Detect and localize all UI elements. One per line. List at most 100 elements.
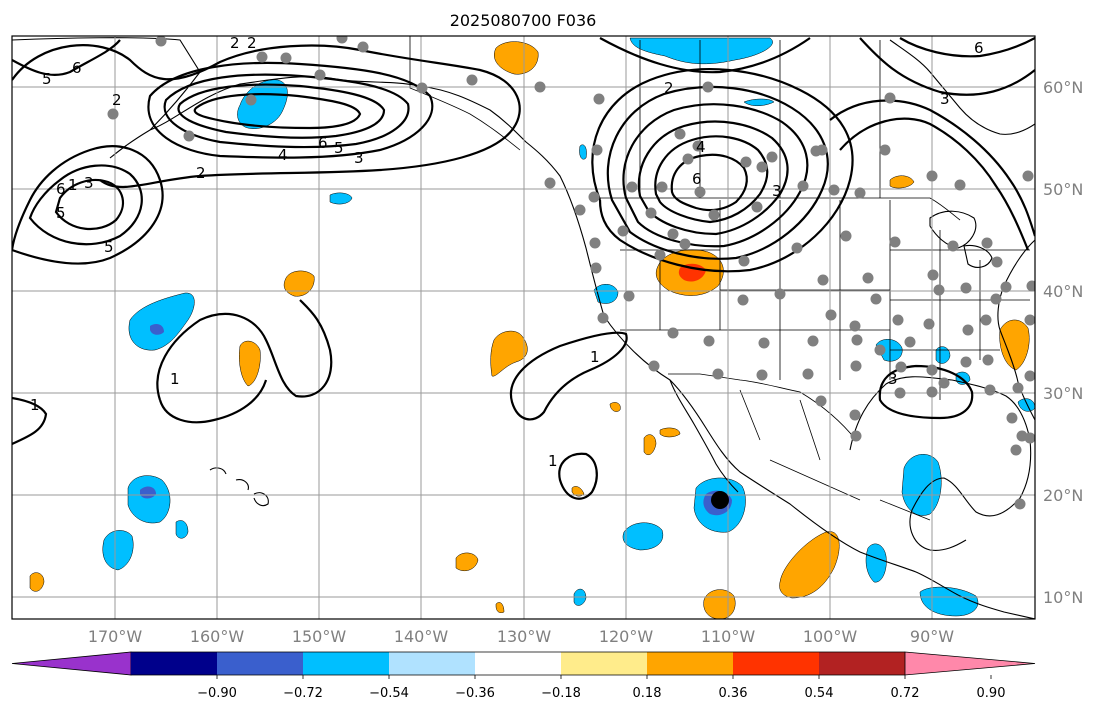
lon-label: 150°W	[292, 627, 347, 646]
pos-area-bc-coast	[494, 41, 539, 75]
station-marker	[926, 170, 938, 182]
contour-1-west	[12, 396, 48, 446]
colorbar-tick-label: −0.90	[197, 686, 237, 701]
station-marker	[708, 209, 720, 221]
contour-ne-3	[859, 37, 1035, 96]
colorbar-segment	[561, 652, 648, 675]
station-marker	[667, 228, 679, 240]
colorbar-tick-label: −0.36	[455, 686, 495, 701]
coast-hawaii	[209, 467, 269, 507]
station-marker	[825, 309, 837, 321]
station-marker	[870, 293, 882, 305]
neg-area-nw-canada	[579, 144, 587, 160]
station-marker	[740, 156, 752, 168]
contour-e-canada-1	[829, 99, 1035, 237]
latitude-labels: 60°N 50°N 40°N 30°N 20°N 10°N	[1043, 78, 1083, 607]
station-marker	[990, 293, 1002, 305]
contour-label: 6	[318, 134, 328, 152]
station-marker	[692, 140, 704, 152]
colorbar-tick-label: −0.54	[369, 686, 409, 701]
coast-baja	[669, 379, 739, 493]
station-marker	[737, 294, 749, 306]
station-marker	[466, 74, 478, 86]
colorbar-extend-low	[11, 651, 132, 676]
station-marker	[895, 361, 907, 373]
colorbar-segment	[819, 652, 906, 675]
lat-label: 30°N	[1043, 384, 1083, 403]
station-marker	[938, 377, 950, 389]
contour-label: 3	[354, 149, 364, 167]
contour-label: 5	[56, 204, 66, 222]
storm-center-marker	[711, 491, 729, 509]
lon-label: 110°W	[701, 627, 756, 646]
contour-label: 3	[84, 174, 94, 192]
border-us-mexico	[668, 373, 857, 441]
colorbar-tick-label: 0.72	[891, 686, 920, 701]
station-marker	[828, 184, 840, 196]
lon-label: 160°W	[190, 627, 245, 646]
colorbar-frame	[131, 651, 905, 676]
contour-alaska-inner-3	[177, 83, 386, 139]
contour-label: 3	[772, 182, 782, 200]
station-marker	[679, 238, 691, 250]
station-marker	[589, 237, 601, 249]
station-marker	[648, 360, 660, 372]
colorbar-tick-label: 0.54	[805, 686, 834, 701]
station-marker	[851, 334, 863, 346]
strong-neg-hawaii-ne	[150, 324, 164, 335]
station-marker	[703, 335, 715, 347]
neg-area-w-pacific	[102, 530, 134, 571]
station-marker	[850, 360, 862, 372]
coastlines	[12, 37, 1035, 619]
contour-alaska-2	[12, 44, 521, 188]
station-marker	[416, 82, 428, 94]
station-marker	[617, 225, 629, 237]
contour-label: 1	[68, 176, 78, 194]
station-marker	[626, 181, 638, 193]
pos-area-east	[999, 319, 1030, 371]
station-marker	[1012, 382, 1024, 394]
neg-area-alaska	[237, 79, 288, 129]
station-marker	[862, 272, 874, 284]
pos-area-baja-2	[659, 427, 681, 438]
contour-bc-2	[622, 103, 809, 248]
station-marker	[314, 69, 326, 81]
pos-area-hawaii-ne	[239, 340, 261, 387]
station-marker	[682, 153, 694, 165]
lat-label: 60°N	[1043, 78, 1083, 97]
contour-w-low-inner	[54, 178, 125, 231]
pos-area-small-1	[571, 486, 585, 497]
station-marker	[962, 324, 974, 336]
station-marker	[756, 369, 768, 381]
contour-1-hawaii-b	[158, 379, 268, 424]
contour-lines	[12, 37, 1035, 500]
station-marker	[654, 249, 666, 261]
contour-alaska-inner-2	[163, 73, 410, 149]
station-markers	[107, 36, 1035, 510]
border-mexico-states	[739, 389, 931, 521]
station-marker	[1024, 370, 1035, 382]
station-marker	[574, 204, 586, 216]
colorbar-segment	[389, 652, 476, 675]
station-marker	[817, 274, 829, 286]
station-marker	[593, 93, 605, 105]
coast-gulf-mexico	[849, 376, 1032, 551]
station-marker	[590, 262, 602, 274]
contour-bc-1	[606, 85, 829, 260]
station-marker	[879, 144, 891, 156]
border-states	[620, 200, 1030, 400]
contour-bc-outer	[591, 67, 854, 273]
contour-label: 6	[692, 170, 702, 188]
station-marker	[1024, 432, 1035, 444]
anomaly-shading	[29, 37, 1035, 619]
pos-area-canada	[889, 175, 915, 189]
contour-label: 1	[548, 452, 558, 470]
graticule	[12, 36, 1035, 619]
station-marker	[904, 336, 916, 348]
lon-label: 170°W	[88, 627, 143, 646]
station-marker	[984, 384, 996, 396]
station-marker	[923, 318, 935, 330]
station-marker	[807, 335, 819, 347]
station-marker	[774, 288, 786, 300]
contour-1-hawaii	[156, 299, 333, 401]
